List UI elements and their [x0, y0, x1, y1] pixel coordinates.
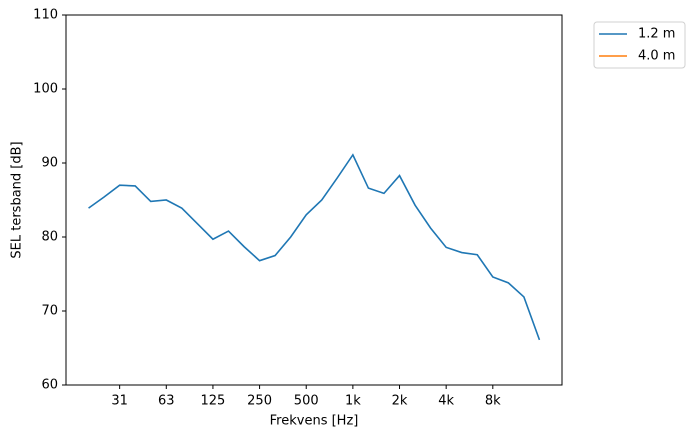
y-tick-label: 110 — [33, 8, 58, 23]
x-tick-label: 2k — [392, 394, 408, 409]
x-tick-label: 63 — [158, 394, 175, 409]
y-tick-label: 60 — [41, 378, 58, 393]
line-series — [88, 153, 541, 341]
x-axis-label: Frekvens [Hz] — [270, 414, 359, 429]
y-tick-label: 90 — [41, 156, 58, 171]
legend-label: 1.2 m — [638, 27, 675, 42]
y-tick-label: 70 — [41, 304, 58, 319]
x-tick-label: 250 — [247, 394, 272, 409]
x-tick-label: 4k — [438, 394, 454, 409]
x-tick-label: 125 — [201, 394, 226, 409]
x-tick-label: 31 — [111, 394, 128, 409]
x-tick-label: 1k — [345, 394, 361, 409]
y-tick-label: 80 — [41, 230, 58, 245]
x-tick-label: 8k — [485, 394, 501, 409]
plot-frame — [65, 14, 563, 386]
y-axis-label: SEL tersband [dB] — [10, 141, 25, 258]
legend-label: 4.0 m — [638, 49, 675, 64]
x-tick-label: 500 — [294, 394, 319, 409]
y-tick-label: 100 — [33, 82, 58, 97]
